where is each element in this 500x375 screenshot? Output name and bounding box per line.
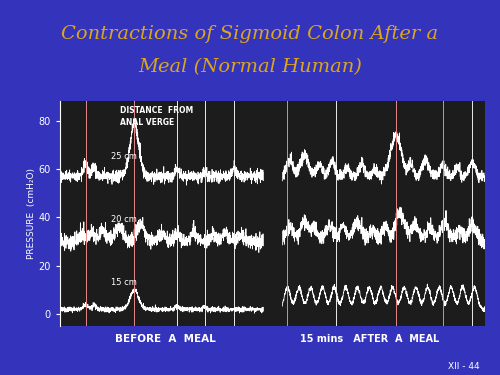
Text: 15 mins   AFTER  A  MEAL: 15 mins AFTER A MEAL bbox=[300, 334, 440, 344]
Text: Meal (Normal Human): Meal (Normal Human) bbox=[138, 58, 362, 76]
Y-axis label: PRESSURE  (cmH₂O): PRESSURE (cmH₂O) bbox=[27, 168, 36, 259]
Text: 15 cm: 15 cm bbox=[111, 278, 137, 287]
Text: ANAL VERGE: ANAL VERGE bbox=[120, 118, 174, 127]
Text: Contractions of Sigmoid Colon After a: Contractions of Sigmoid Colon After a bbox=[62, 25, 438, 43]
Text: 20 cm: 20 cm bbox=[111, 215, 137, 224]
Bar bbox=[264, 101, 281, 326]
Text: BEFORE  A  MEAL: BEFORE A MEAL bbox=[114, 334, 216, 344]
Text: 25 cm: 25 cm bbox=[111, 152, 137, 161]
Text: DISTANCE  FROM: DISTANCE FROM bbox=[120, 106, 193, 115]
Text: XII - 44: XII - 44 bbox=[448, 362, 480, 371]
